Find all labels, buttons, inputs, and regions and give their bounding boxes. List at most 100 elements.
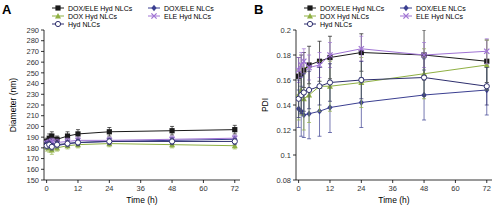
y-tick [293,155,296,156]
y-tick-label: 220 [26,101,39,110]
y-tick [41,180,44,181]
marker [317,62,322,67]
error-bar [359,61,363,99]
legend-label: DOX Hyd NLCs [320,13,370,21]
x-tick [392,180,393,183]
y-tick-label: 180 [26,144,39,153]
y-tick [41,169,44,170]
error-bar [233,138,237,144]
series-line [299,78,487,99]
legend-label: DOX/ELE Hyd NLCs [320,5,385,13]
legend-marker [403,5,408,11]
x-tick-label: 12 [326,184,334,193]
x-tick-label: 60 [199,184,207,193]
marker [75,140,80,145]
error-bar [422,59,426,97]
x-tick [234,180,235,183]
x-tick-label: 24 [105,184,113,193]
y-tick-label: 0.18 [276,51,291,60]
legend-marker [151,5,156,11]
x-tick [424,180,425,183]
y-tick-label: 150 [26,176,39,185]
series [44,138,237,150]
panel-label: B [254,2,263,17]
error-bar [485,68,489,106]
y-tick [41,94,44,95]
y-tick [41,72,44,73]
x-tick-label: 36 [137,184,145,193]
y-tick-label: 260 [26,58,39,67]
series [44,140,238,154]
y-tick-label: 270 [26,47,39,56]
marker [75,131,80,136]
marker [107,129,112,134]
error-bar [55,141,59,147]
legend-marker [55,21,60,26]
error-bar [233,125,237,134]
error-bar [302,49,306,74]
error-bar [359,58,363,108]
y-tick [41,105,44,106]
marker [296,67,301,72]
marker [317,83,323,89]
y-tick-label: 0.14 [276,101,291,110]
marker [359,77,364,82]
error-bar [297,58,301,83]
y-tick-label: 290 [26,26,39,35]
marker [232,139,237,144]
x-axis-label: Time (h) [126,195,157,205]
y-tick [41,30,44,31]
plot-area [44,125,238,154]
marker [306,87,311,92]
series-line [299,65,487,99]
y-tick-label: 170 [26,154,39,163]
y-axis-label: Diameter (nm) [8,78,18,132]
series-line [299,90,487,115]
panel: B0.080.10.120.140.160.180.20122436486072… [254,2,492,205]
error-bar [107,138,111,144]
error-bar [50,144,54,150]
y-tick [293,55,296,56]
marker [484,84,489,89]
y-tick [293,80,296,81]
legend-label: DOX/ELE Hyd NLCs [68,5,133,13]
error-bar [297,80,301,118]
y-tick-label: 190 [26,133,39,142]
x-tick [455,180,456,183]
legend: DOX/ELE Hyd NLCsDOX/ELE NLCsDOX Hyd NLCs… [304,5,466,29]
marker [421,52,426,57]
series-line [299,53,487,77]
y-tick-label: 280 [26,36,39,45]
x-axis [296,180,492,181]
y-tick [41,147,44,148]
marker [169,139,174,144]
series [44,135,237,147]
y-tick [41,40,44,41]
y-tick [41,126,44,127]
y-tick [41,83,44,84]
legend-marker [55,5,60,10]
error-bar [170,138,174,144]
series-line [299,49,487,70]
marker [359,46,364,51]
marker [317,84,322,89]
legend-label: DOX/ELE NLCs [164,5,214,12]
y-tick-label: 200 [26,122,39,131]
x-tick [203,180,204,183]
legend-marker [307,5,312,10]
error-bar [328,64,332,102]
legend-label: ELE Hyd NLCs [164,13,212,21]
legend-label: Hyd NLCs [68,21,100,29]
y-tick [293,105,296,106]
x-axis [44,180,240,181]
error-bar [307,68,311,123]
panel: A150160170180190200210220230240250260270… [2,2,240,205]
error-bar [302,68,306,131]
x-tick-label: 12 [74,184,82,193]
y-tick-label: 160 [26,165,39,174]
legend-marker [307,13,313,19]
error-bar [318,61,322,111]
y-tick-label: 0.16 [276,76,291,85]
marker [75,139,80,145]
marker [49,144,54,149]
